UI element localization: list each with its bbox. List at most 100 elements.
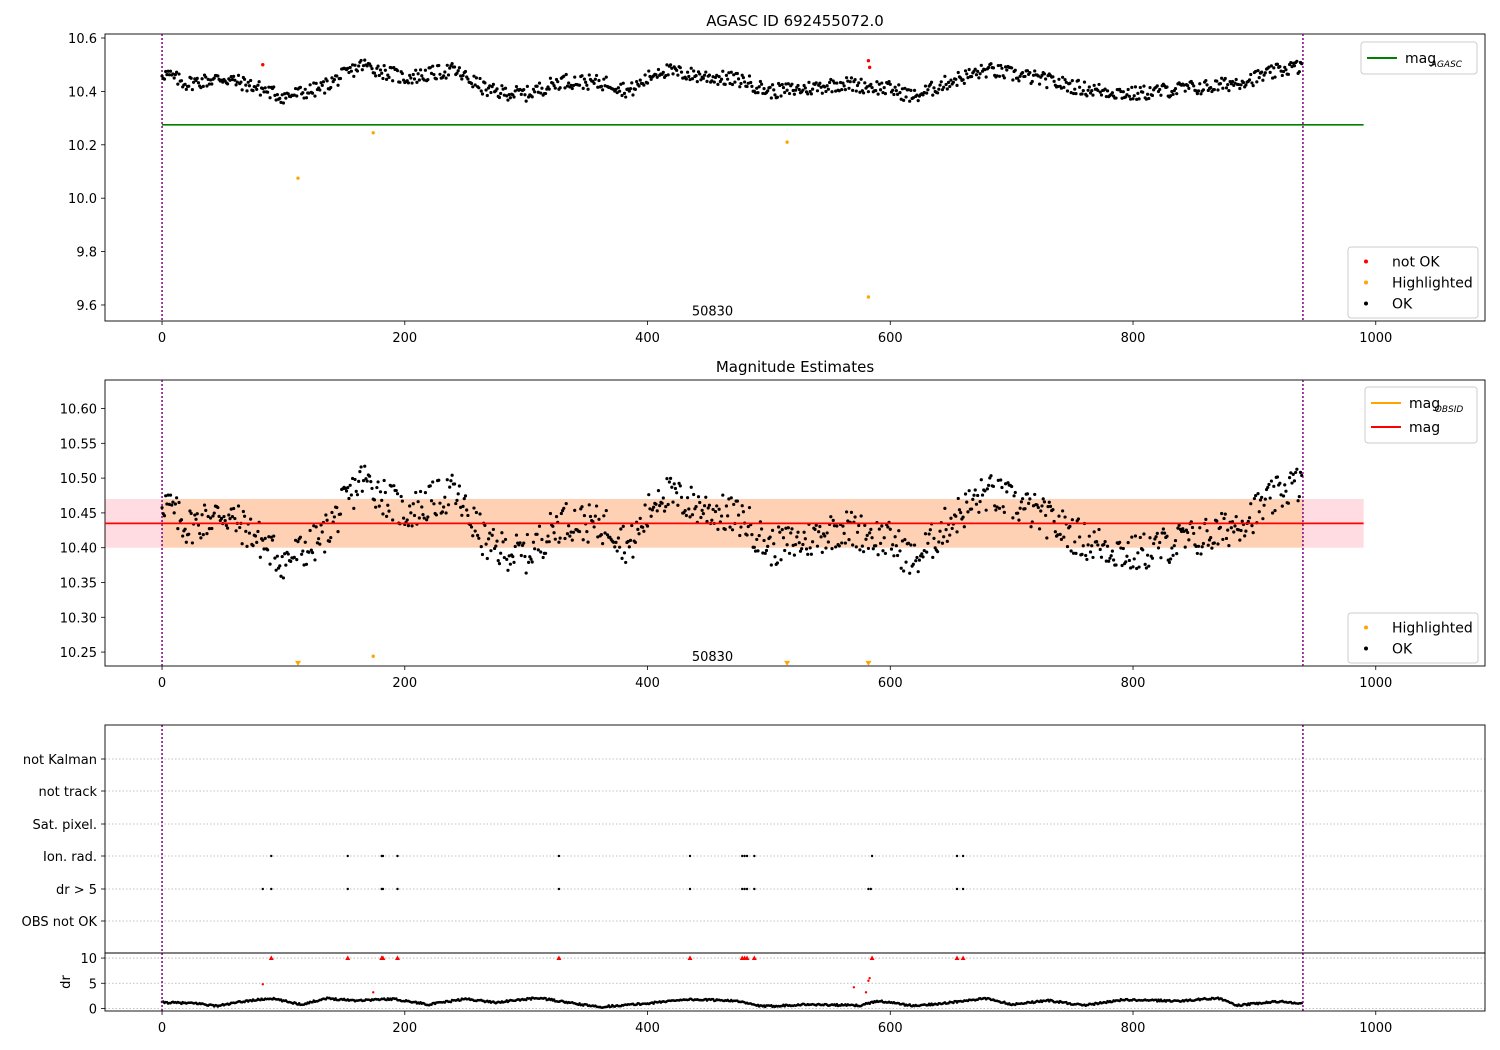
p2-ok-point [343,486,347,491]
p2-ok-point [1298,470,1303,474]
p2-ok-point [841,524,845,528]
p1-ok-point [168,69,173,73]
p2-ok-point [803,537,807,541]
p2-ok-point [847,537,851,542]
p2-ok-point [895,553,900,558]
p2-ok-point [983,489,987,493]
p2-ok-point [381,512,385,516]
p2-ok-point [804,547,809,551]
p2-ok-point [1018,506,1022,510]
p2-ok-point [236,504,241,508]
p2-ok-point [1120,563,1124,568]
p1-ok-point [1132,94,1136,98]
p1-ok-point [395,69,400,73]
p1-ok-point [966,76,970,80]
p2-ok-point [1085,557,1089,562]
p1-ok-point [676,73,680,77]
p3-flag-point [346,887,349,891]
p2-ok-point [906,541,911,545]
p2-ok-point [701,512,705,516]
p1-ok-point [524,99,528,103]
p4-dr-clipped-marker [960,955,966,961]
p1-ok-point [1212,88,1216,92]
p2-ok-point [846,519,850,523]
p1-ok-point [649,77,653,81]
p1-ok-point [384,77,389,81]
p1-not-ok-point [261,63,265,67]
p2-ok-point [1052,519,1056,524]
p1-ok-point [239,80,243,84]
p2-top-legend-box [1364,386,1478,444]
p1-ok-point [818,81,822,85]
p2-ok-point [772,542,776,546]
p2-ok-point [1252,496,1256,501]
p2-ok-point [332,515,336,519]
p2-ok-point [554,515,559,519]
p1-ok-point [1074,91,1078,96]
p2-ok-point [274,568,278,572]
p2-ok-point [802,530,806,534]
p2-ok-point [643,503,647,507]
p1-ok-point [1018,74,1022,78]
p2-ok-point [1167,560,1172,564]
p1-ok-point [1194,89,1198,93]
p1-ok-point [414,68,418,72]
p1-ok-point [1028,71,1032,75]
p2-ok-point [315,541,320,545]
p1-ok-point [456,69,460,73]
p2-ok-point [1222,516,1226,521]
p2-ok-point [1109,554,1113,558]
p2-ok-point [1268,496,1272,500]
p2-ok-point [1045,536,1049,540]
p1-ok-point [779,94,783,98]
p2-ok-point [667,480,671,484]
p1-ok-point [352,74,356,78]
p1-ok-point [1071,91,1076,96]
p1-ok-point [761,91,765,96]
p2-ok-point [652,505,656,509]
p1-ok-point [849,76,854,80]
p1-ok-point [726,77,730,81]
p2-ok-point [660,501,664,505]
p1-ok-point [512,95,516,99]
p2-ok-point [1016,511,1020,515]
p1-ok-point [310,91,315,95]
p1-ok-point [1105,89,1110,93]
p1-ok-point [562,74,566,78]
p2-ok-point [1133,534,1138,538]
p2-ok-point [514,533,519,537]
p1-ok-point [888,82,892,86]
p2-ok-point [541,555,545,560]
p2-ok-point [376,480,380,484]
p1-ok-point [712,80,716,84]
p2-ok-point [164,494,168,498]
p1-ok-point [801,88,805,92]
p2-ok-point [440,510,445,514]
p1-ok-point [825,84,829,88]
p4-dr-point [544,996,547,1000]
p1-top-legend-subscript: AGASC [1430,60,1463,70]
p2-ok-point [1229,526,1233,530]
p2-ok-point [1104,559,1108,563]
p4-xtick-label: 200 [392,1021,417,1036]
p1-ok-point [165,73,169,77]
p1-ok-point [298,85,303,89]
p1-ok-point [638,78,642,82]
p2-bottom-legend-label: OK [1392,642,1413,658]
p2-ok-point [1121,546,1125,551]
p1-ok-point [281,101,286,105]
p2-ok-point [308,528,312,533]
p1-ok-point [361,64,366,68]
p2-ok-point [493,546,497,551]
p2-ok-point [473,529,477,533]
p1-ok-point [172,76,176,80]
p2-ok-point [1246,519,1250,524]
p1-ok-point [484,88,488,92]
p1-ytick-label: 10.2 [68,139,97,154]
p1-ok-point [710,79,714,83]
p2-ok-point [1096,543,1100,547]
p1-ok-point [1082,80,1087,84]
p2-ok-point [1224,536,1229,541]
p2-ok-point [1289,471,1293,475]
